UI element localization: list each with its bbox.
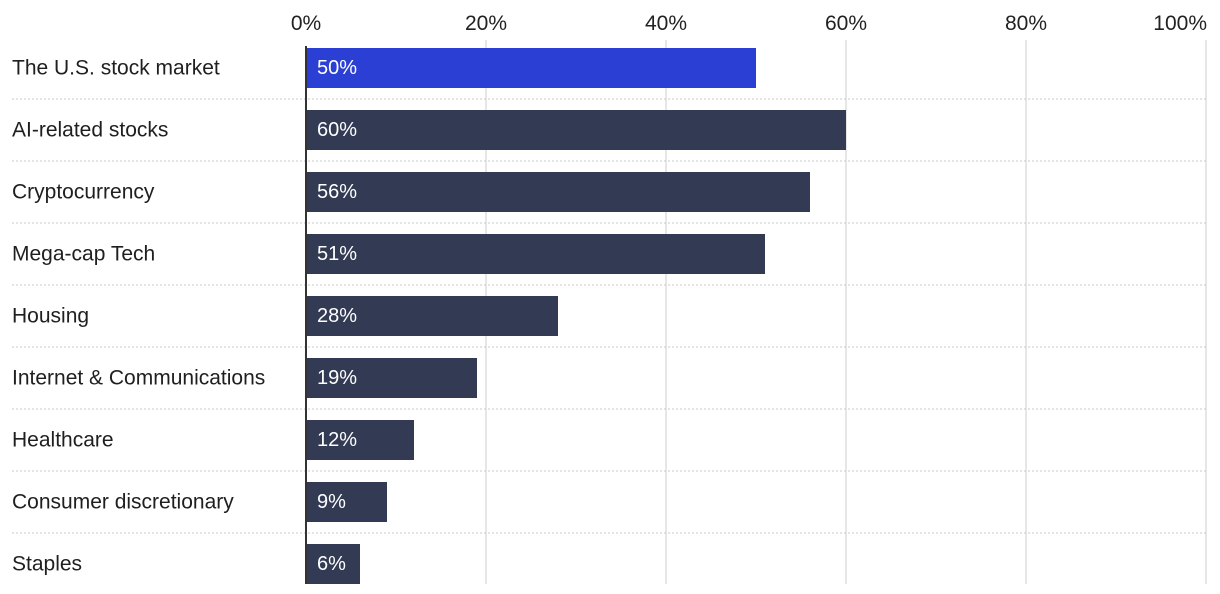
value-label: 6% <box>317 553 346 575</box>
row-separators <box>12 98 1206 534</box>
category-label: The U.S. stock market <box>12 57 220 80</box>
value-label: 12% <box>317 429 357 451</box>
bar-staples <box>306 544 360 584</box>
bar-housing <box>306 296 558 336</box>
category-label: Healthcare <box>12 429 114 452</box>
category-label: Staples <box>12 553 82 576</box>
value-label: 51% <box>317 243 357 265</box>
category-label: Cryptocurrency <box>12 181 155 204</box>
bar-internet-communications <box>306 358 477 398</box>
value-label: 9% <box>317 491 346 513</box>
bar-the-u-s-stock-market <box>306 48 756 88</box>
category-label: Housing <box>12 305 89 328</box>
category-label: Mega-cap Tech <box>12 243 155 266</box>
category-label: Internet & Communications <box>12 367 265 390</box>
x-tick-label: 0% <box>291 12 321 35</box>
category-label: Consumer discretionary <box>12 491 234 514</box>
value-label: 50% <box>317 57 357 79</box>
bars <box>306 48 846 584</box>
x-tick-label: 80% <box>1005 12 1047 35</box>
bar-healthcare <box>306 420 414 460</box>
value-label: 19% <box>317 367 357 389</box>
labels: 0% 20% 40% 60% 80% 100% The U.S. stock market 5… <box>12 12 1207 576</box>
value-label: 60% <box>317 119 357 141</box>
value-label: 56% <box>317 181 357 203</box>
x-tick-label: 20% <box>465 12 507 35</box>
bar-cryptocurrency <box>306 172 810 212</box>
x-tick-label: 100% <box>1153 12 1207 35</box>
x-tick-label: 40% <box>645 12 687 35</box>
bar-consumer-discretionary <box>306 482 387 522</box>
value-label: 28% <box>317 305 357 327</box>
bar-mega-cap-tech <box>306 234 765 274</box>
x-tick-label: 60% <box>825 12 867 35</box>
bar-ai-related-stocks <box>306 110 846 150</box>
category-label: AI-related stocks <box>12 119 168 142</box>
